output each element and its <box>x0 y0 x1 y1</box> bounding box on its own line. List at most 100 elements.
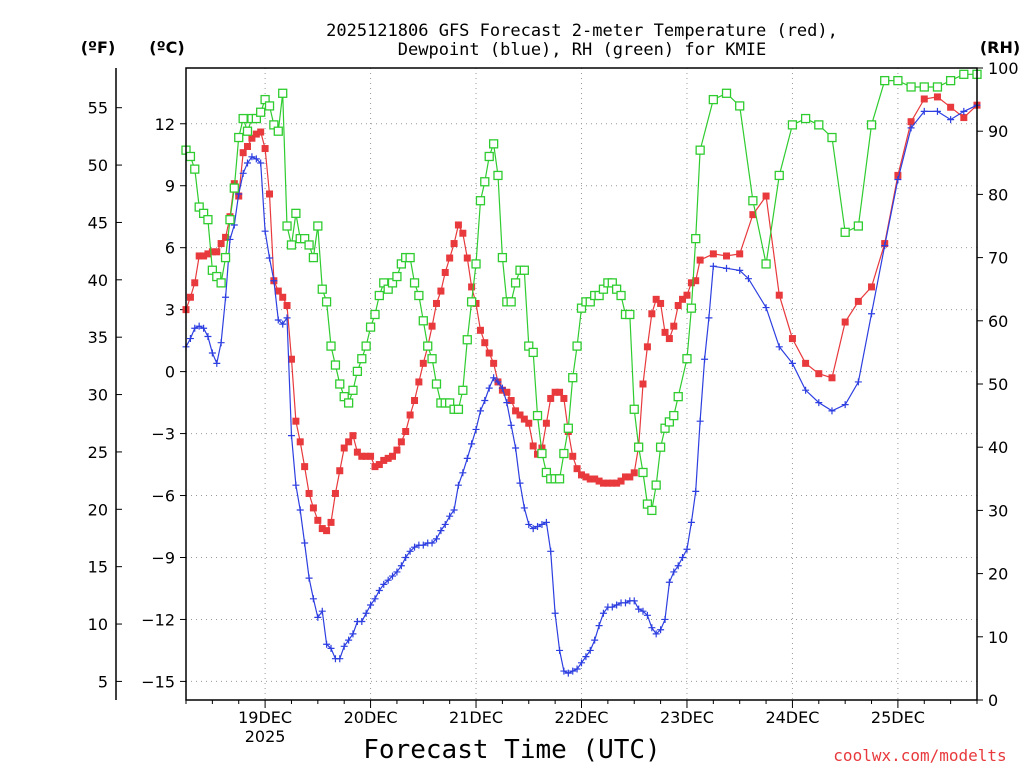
dewpoint-point <box>301 539 309 547</box>
rh-point <box>866 120 877 130</box>
dewpoint-point <box>920 107 928 115</box>
rh-point <box>352 366 363 377</box>
temperature-point <box>542 419 550 427</box>
plot-frame <box>185 67 978 701</box>
rh-point <box>291 208 301 219</box>
temperature-point <box>687 279 695 287</box>
rh-point <box>466 297 477 307</box>
rh-point <box>488 139 499 149</box>
rh-point <box>554 474 565 484</box>
rh-point <box>761 259 771 269</box>
temperature-point <box>274 287 282 295</box>
rh-point <box>225 215 235 225</box>
temperature-point <box>397 438 405 446</box>
temperature-point <box>384 454 392 462</box>
rh-point <box>510 278 521 288</box>
temperature-point <box>389 452 397 460</box>
temperature-point <box>591 475 599 483</box>
time-tick-label: 20DEC <box>344 708 398 727</box>
temperature-point <box>454 221 462 229</box>
temperature-point <box>595 477 603 485</box>
dewpoint-point <box>775 343 783 351</box>
dewpoint-point <box>709 262 717 270</box>
rh-point <box>634 442 644 452</box>
dewpoint-point <box>463 454 471 462</box>
dewpoint-point <box>630 597 638 605</box>
dewpoint-point <box>402 553 410 561</box>
dewpoint-point <box>670 568 678 576</box>
dewpoint-point <box>933 107 941 115</box>
temperature-point <box>762 192 770 200</box>
rh-point <box>814 120 824 130</box>
temperature-point <box>815 370 823 378</box>
dewpoint-point <box>472 425 480 433</box>
rh-point <box>405 252 415 263</box>
dewpoint-point <box>248 153 256 161</box>
dewpoint-point <box>762 304 770 312</box>
dewpoint-point <box>547 547 555 555</box>
rh-point <box>308 252 319 263</box>
temperature-point <box>490 359 498 367</box>
dewpoint-point <box>454 481 462 489</box>
dewpoint-point <box>665 578 673 586</box>
dewpoint-point <box>639 607 647 615</box>
rh-point <box>361 341 371 351</box>
dewpoint-point <box>336 655 344 663</box>
rh-point <box>919 82 929 92</box>
temperature-point <box>648 310 656 318</box>
temperature-point <box>503 388 511 396</box>
temperature-point <box>204 250 212 258</box>
dewpoint-point <box>200 324 208 332</box>
temperature-point <box>252 130 260 138</box>
temperature-point <box>617 477 625 485</box>
temperature-point <box>222 233 230 241</box>
x-axis-title: Forecast Time (UTC) <box>363 735 660 765</box>
temperature-point <box>525 419 533 427</box>
temperature-point <box>907 118 915 126</box>
dewpoint-point <box>635 605 643 613</box>
rh-point <box>357 354 367 364</box>
rh-tick-label: 70 <box>988 249 1008 268</box>
temperature-point <box>920 95 928 103</box>
dewpoint-point <box>446 512 454 520</box>
dewpoint-point <box>960 107 968 115</box>
rh-point <box>348 385 358 395</box>
rh-line <box>185 73 977 512</box>
rh-point <box>506 297 516 307</box>
rh-point <box>256 107 266 117</box>
rh-point <box>475 196 486 206</box>
temperature-point <box>402 428 410 436</box>
temperature-point <box>586 475 594 483</box>
temperature-point <box>200 252 208 260</box>
rh-point <box>800 113 811 124</box>
dewpoint-point <box>261 227 269 235</box>
dewpoint-point <box>657 626 665 634</box>
temperature-point <box>314 516 322 524</box>
temperature-point <box>485 349 493 357</box>
temperature-point <box>573 465 581 473</box>
rh-point <box>335 379 345 389</box>
fahrenheit-tick-label: 15 <box>88 558 108 577</box>
temperature-point <box>248 134 256 142</box>
rh-point <box>893 75 903 86</box>
temperature-point <box>340 444 348 452</box>
fahrenheit-tick-label: 5 <box>98 672 108 691</box>
rh-point <box>519 265 529 275</box>
fahrenheit-tick-label: 25 <box>88 443 108 462</box>
dewpoint-point <box>459 469 467 477</box>
rh-point <box>326 341 336 351</box>
temperature-point <box>287 355 295 363</box>
fahrenheit-tick-label: 20 <box>88 500 108 519</box>
temperature-point <box>736 250 744 258</box>
dewpoint-point <box>411 543 419 551</box>
dewpoint-point <box>208 349 216 357</box>
dewpoint-point <box>744 275 752 283</box>
time-tick-label: 21DEC <box>449 708 503 727</box>
temperature-point <box>327 518 335 526</box>
rh-point <box>216 278 226 288</box>
rh-point <box>282 221 292 231</box>
rh-point <box>945 75 956 86</box>
temperature-point <box>375 461 383 469</box>
temperature-point <box>411 397 419 405</box>
